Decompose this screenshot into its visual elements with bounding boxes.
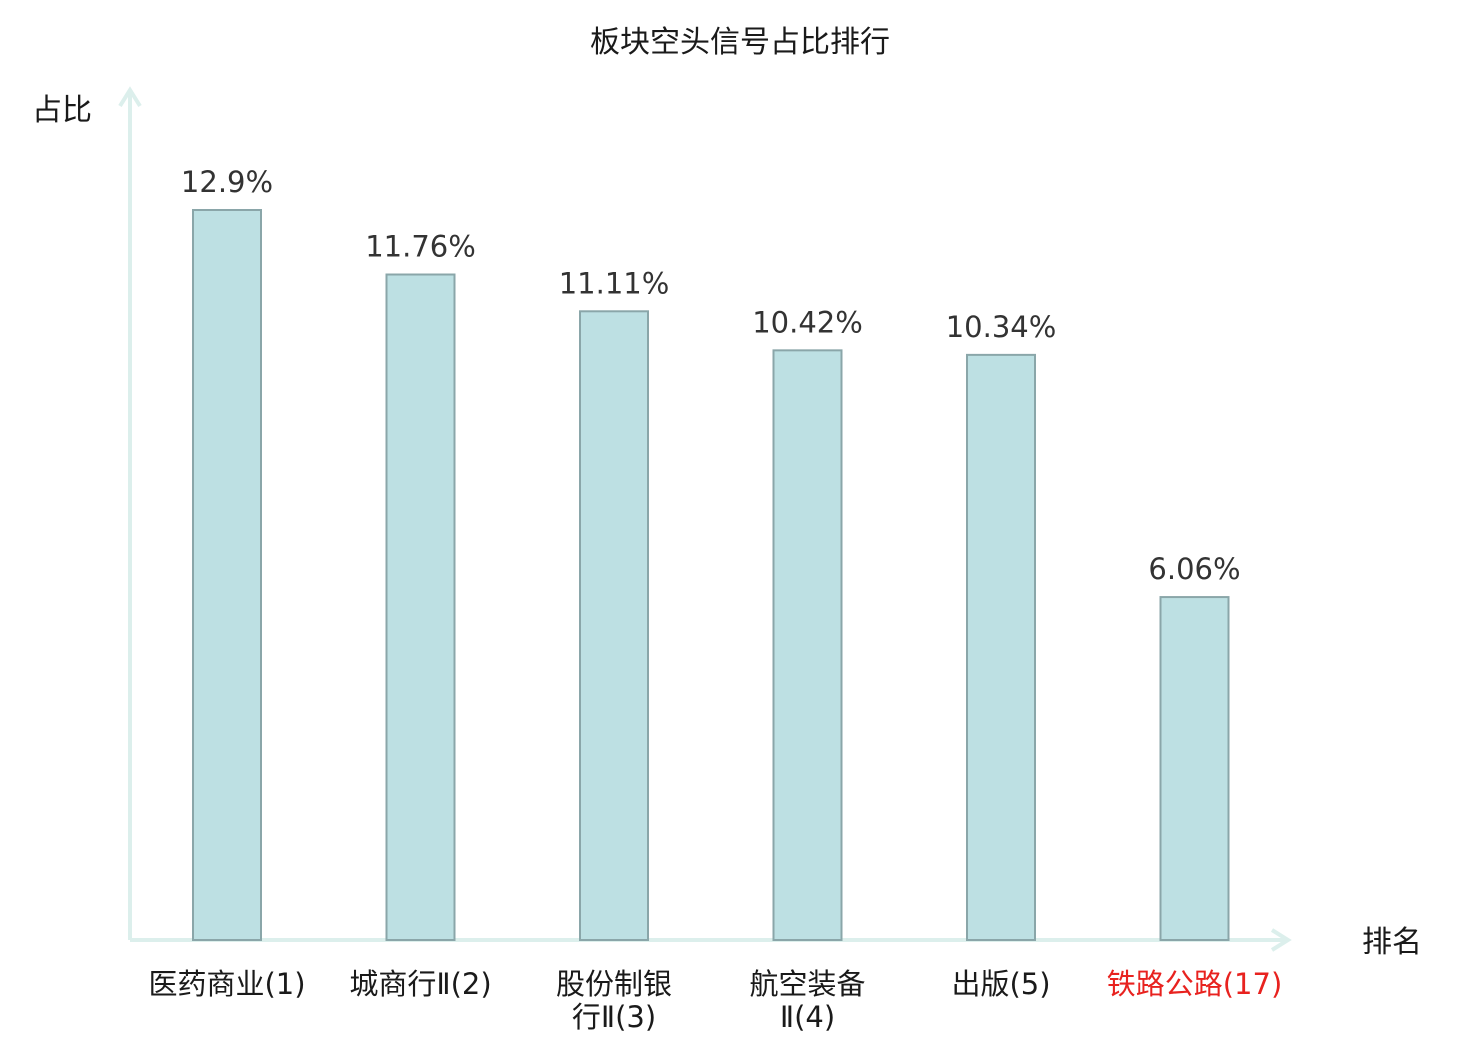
y-axis-arrow: [118, 86, 142, 108]
data-label: 11.76%: [365, 230, 476, 264]
y-axis-label: 占比: [32, 93, 92, 128]
data-label: 10.34%: [946, 310, 1057, 344]
chart-title: 板块空头信号占比排行: [590, 25, 890, 60]
data-label: 11.11%: [559, 266, 670, 300]
bar: [385, 273, 456, 941]
x-tick-label: 城商行Ⅱ(2): [349, 967, 491, 1001]
bar: [772, 349, 843, 942]
bar: [1159, 596, 1230, 941]
bar: [192, 209, 262, 941]
data-label: 10.42%: [752, 305, 863, 339]
x-tick-label: 出版(5): [951, 967, 1050, 1001]
x-axis-label: 排名: [1362, 925, 1422, 960]
x-tick-label: 铁路公路(17): [1107, 967, 1283, 1001]
x-tick-label: 医药商业(1): [148, 967, 305, 1001]
x-axis-arrow: [1270, 928, 1292, 952]
x-tick-label: 股份制银: [556, 967, 672, 1001]
bar: [966, 353, 1036, 941]
x-tick-label: 行Ⅱ(3): [572, 1000, 656, 1034]
x-tick-label: Ⅱ(4): [780, 1000, 835, 1034]
data-label: 12.9%: [181, 165, 273, 199]
x-tick-label: 航空装备: [749, 967, 865, 1001]
data-label: 6.06%: [1148, 552, 1240, 586]
bars-group: 12.9% 医药商业(1) 11.76% 城商行Ⅱ(2) 11.11% 股份制银行Ⅱ(3)…: [148, 165, 1282, 1034]
bar: [579, 310, 649, 942]
